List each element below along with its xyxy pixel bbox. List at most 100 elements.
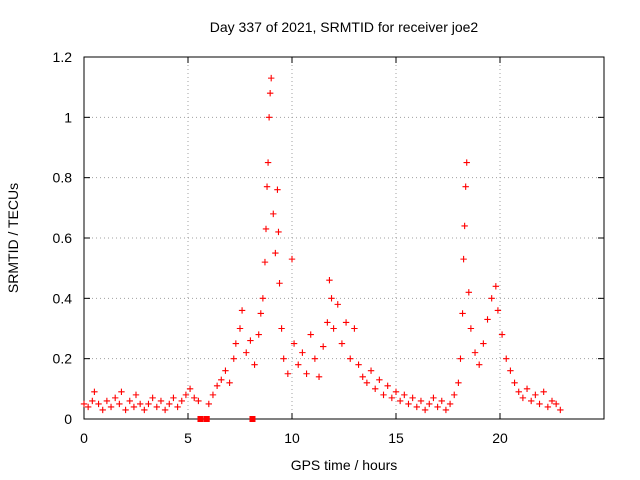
data-point: [405, 400, 412, 408]
data-point: [145, 400, 152, 408]
data-point: [461, 222, 468, 230]
data-point: [203, 416, 210, 422]
data-point: [99, 406, 106, 414]
data-point: [276, 280, 283, 287]
data-point: [528, 397, 535, 405]
data-point: [243, 349, 250, 356]
y-tick-label: 0.6: [53, 230, 73, 246]
axis-ticks: [83, 56, 604, 420]
gridlines: [84, 57, 604, 419]
data-point: [320, 343, 327, 350]
data-point: [480, 340, 487, 347]
data-point: [498, 331, 506, 338]
data-point: [455, 379, 462, 386]
data-point: [342, 319, 350, 326]
data-point: [494, 307, 502, 314]
y-tick-label: 1: [64, 109, 72, 125]
data-point: [401, 391, 408, 399]
data-point: [523, 385, 531, 393]
data-point: [132, 391, 140, 399]
data-point: [116, 400, 123, 408]
data-point: [272, 249, 279, 257]
data-point: [540, 388, 547, 396]
data-point: [519, 394, 527, 402]
data-point: [263, 183, 271, 190]
data-point: [149, 394, 156, 402]
y-tick-label: 0.8: [53, 170, 73, 186]
data-point: [417, 397, 425, 405]
y-tick-label: 0.2: [53, 351, 73, 367]
tick-labels: 0 0.2 0.4 0.6 0.8 1 1.2 0 5 10 15 20: [53, 49, 508, 446]
data-point: [274, 186, 281, 193]
data-point: [84, 403, 92, 411]
data-point: [186, 385, 194, 393]
data-point: [249, 416, 256, 422]
x-tick-label: 10: [284, 430, 300, 446]
data-point: [226, 379, 233, 386]
data-point: [130, 403, 138, 411]
data-point: [451, 391, 458, 399]
data-point: [257, 310, 264, 317]
data-point: [278, 325, 285, 332]
data-point: [80, 400, 88, 408]
data-point: [95, 400, 102, 408]
data-point: [515, 388, 522, 396]
data-point: [536, 400, 543, 408]
data-point: [392, 388, 400, 396]
data-point: [307, 331, 314, 338]
data-point: [275, 228, 282, 236]
data-point: [421, 406, 429, 414]
data-point: [409, 394, 416, 402]
data-point: [467, 325, 475, 332]
data-point: [372, 385, 379, 393]
y-axis-label: SRMTID / TECUs: [5, 183, 21, 293]
data-point: [324, 319, 331, 326]
data-point: [311, 355, 319, 362]
data-point: [315, 373, 323, 380]
y-tick-label: 0: [64, 411, 72, 427]
data-point: [222, 367, 229, 374]
x-tick-label: 0: [80, 430, 88, 446]
data-point: [295, 361, 302, 368]
data-point: [136, 400, 144, 408]
data-point: [141, 406, 148, 414]
data-point: [460, 255, 467, 263]
data-point: [457, 355, 464, 362]
data-point: [197, 416, 204, 422]
data-point: [91, 388, 98, 396]
data-point: [459, 310, 466, 317]
data-point: [465, 289, 472, 296]
data-point: [355, 361, 362, 368]
data-point: [255, 331, 262, 338]
data-point: [446, 400, 454, 408]
data-point: [413, 403, 420, 411]
data-point: [388, 394, 396, 402]
data-point: [438, 397, 445, 405]
data-point: [118, 388, 125, 396]
data-point: [334, 301, 341, 308]
data-point: [268, 74, 275, 82]
data-point: [107, 403, 115, 411]
x-tick-label: 15: [388, 430, 404, 446]
data-point: [299, 349, 306, 356]
data-point: [284, 370, 292, 377]
data-point: [463, 159, 470, 166]
data-point: [338, 340, 346, 347]
data-point: [290, 340, 298, 347]
data-point: [548, 397, 556, 405]
data-point: [230, 355, 237, 362]
data-point: [330, 325, 337, 332]
data-point: [507, 367, 514, 374]
data-point: [166, 400, 173, 408]
data-point: [103, 397, 111, 405]
data-point: [462, 183, 469, 190]
data-point: [384, 382, 391, 390]
data-point: [205, 400, 212, 408]
data-point: [280, 355, 287, 362]
x-tick-label: 5: [184, 430, 192, 446]
data-point: [218, 376, 225, 383]
data-point: [552, 400, 560, 408]
data-point: [178, 397, 185, 405]
data-point: [380, 391, 387, 399]
x-tick-label: 20: [492, 430, 508, 446]
